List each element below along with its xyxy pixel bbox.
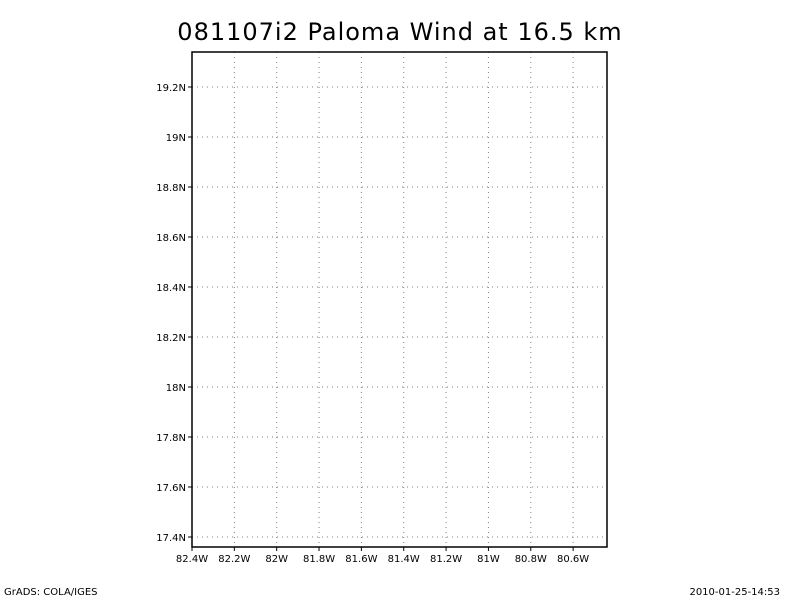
grads-credit: GrADS: COLA/IGES xyxy=(4,587,98,598)
map-frame xyxy=(191,51,608,548)
x-tick-label-0: 82.4W xyxy=(176,554,208,565)
y-tick-label-7: 17.8N xyxy=(156,433,186,444)
x-tick-label-3: 81.8W xyxy=(303,554,335,565)
y-tick-label-9: 17.4N xyxy=(156,533,186,544)
y-tick-label-1: 19N xyxy=(166,133,186,144)
y-tick-label-4: 18.4N xyxy=(156,283,186,294)
map-background xyxy=(192,52,607,547)
y-tick-label-3: 18.6N xyxy=(156,233,186,244)
timestamp: 2010-01-25-14:53 xyxy=(689,587,780,598)
x-tick-label-9: 80.6W xyxy=(557,554,589,565)
x-tick-label-1: 82.2W xyxy=(218,554,250,565)
map-title: 081107i2 Paloma Wind at 16.5 km xyxy=(177,18,623,46)
y-tick-label-5: 18.2N xyxy=(156,333,186,344)
x-tick-label-5: 81.4W xyxy=(388,554,420,565)
latitude-labels: 19.2N 19N 18.8N 18.6N 18.4N 18.2N 18N 17.8N 17.6… xyxy=(156,83,186,544)
x-tick-label-7: 81W xyxy=(477,554,500,565)
x-tick-label-4: 81.6W xyxy=(345,554,377,565)
y-tick-label-0: 19.2N xyxy=(156,83,186,94)
y-tick-label-6: 18N xyxy=(166,383,186,394)
y-tick-label-2: 18.8N xyxy=(156,183,186,194)
y-tick-label-8: 17.6N xyxy=(156,483,186,494)
gridlines xyxy=(192,52,607,547)
longitude-labels: 82.4W 82.2W 82W 81.8W 81.6W 81.4W 81.2W 81W 80.8… xyxy=(176,554,589,565)
x-tick-label-8: 80.8W xyxy=(515,554,547,565)
x-tick-label-2: 82W xyxy=(265,554,288,565)
x-tick-label-6: 81.2W xyxy=(430,554,462,565)
